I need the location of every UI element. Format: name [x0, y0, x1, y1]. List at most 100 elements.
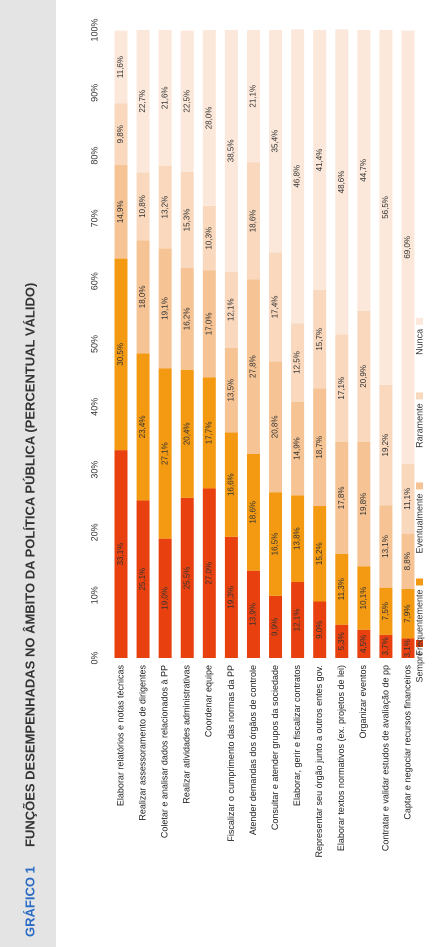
bar-segment — [379, 384, 393, 506]
bar-segment — [246, 162, 260, 280]
bar-segment — [202, 377, 216, 489]
legend-label: Frequentemente — [414, 589, 424, 655]
legend-label: Raramente — [414, 403, 424, 448]
bar-segment — [202, 205, 216, 271]
category-label: Coordenar equipe — [204, 665, 214, 737]
value-label: 41,4% — [315, 149, 324, 172]
legend-swatch — [416, 482, 423, 490]
value-label: 19,1% — [160, 297, 169, 320]
bar-segment — [224, 347, 238, 433]
value-label: 13,2% — [160, 196, 169, 219]
category-label: Realizar atividades administrativas — [182, 665, 192, 804]
bar-segment — [335, 29, 349, 335]
bar-segment — [313, 506, 327, 602]
bar-segment — [224, 432, 238, 537]
y-tick-label: 20% — [89, 523, 99, 541]
bar-segment — [180, 497, 194, 658]
bar-segment — [335, 624, 349, 658]
bar-segment — [313, 30, 327, 290]
value-label: 17,7% — [204, 422, 213, 445]
bar-segment — [379, 587, 393, 635]
bar-segment — [401, 30, 415, 464]
y-tick-label: 10% — [89, 586, 99, 604]
y-tick-label: 60% — [89, 272, 99, 290]
bar-segment — [158, 538, 172, 658]
value-label: 16,6% — [226, 473, 235, 496]
value-label: 18,6% — [249, 501, 258, 524]
bar-segment — [136, 500, 150, 658]
value-label: 30,5% — [116, 343, 125, 366]
bar-segment — [114, 450, 128, 658]
bar-segment — [401, 463, 415, 534]
bar-segment — [313, 289, 327, 389]
value-label: 15,2% — [315, 542, 324, 565]
value-label: 13,1% — [381, 535, 390, 558]
category-label: Representar seu órgão junto a outros ent… — [314, 665, 324, 857]
value-label: 10,8% — [138, 195, 147, 218]
value-label: 7,9% — [403, 605, 412, 623]
value-label: 3,7% — [381, 637, 390, 655]
legend-label: Sempre — [414, 651, 424, 683]
figure-label: GRÁFICO 1 — [22, 866, 37, 937]
value-label: 13,5% — [226, 379, 235, 402]
legend-swatch — [416, 392, 423, 400]
value-label: 20,9% — [359, 365, 368, 388]
bar-segment — [357, 30, 371, 311]
bar-segment — [269, 30, 283, 253]
value-label: 22,5% — [182, 90, 191, 113]
y-tick-label: 40% — [89, 398, 99, 416]
bar-segment — [180, 171, 194, 269]
bar-segment — [291, 401, 305, 496]
legend-swatch — [416, 640, 423, 647]
bar-segment — [114, 30, 128, 104]
legend-label: Nunca — [414, 329, 424, 355]
bar-segment — [269, 492, 283, 596]
value-label: 16,2% — [182, 308, 191, 331]
bar-segment — [357, 310, 371, 442]
value-label: 19,3% — [226, 586, 235, 609]
value-label: 21,6% — [160, 86, 169, 109]
value-label: 33,1% — [116, 543, 125, 566]
value-label: 27,1% — [160, 442, 169, 465]
value-label: 12,5% — [293, 351, 302, 374]
value-label: 27,8% — [249, 355, 258, 378]
value-label: 9,0% — [315, 621, 324, 639]
legend-swatch — [416, 578, 423, 586]
value-label: 18,7% — [315, 436, 324, 459]
value-label: 25,5% — [182, 567, 191, 590]
value-label: 25,1% — [138, 568, 147, 591]
value-label: 28,0% — [204, 107, 213, 130]
y-tick-label: 0% — [89, 651, 99, 664]
bar-segment — [335, 553, 349, 625]
bar-segment — [401, 638, 415, 658]
value-label: 48,6% — [337, 171, 346, 194]
side-band — [0, 0, 56, 947]
bar-segment — [202, 488, 216, 658]
bar-segment — [202, 30, 216, 206]
bar-segment — [269, 252, 283, 362]
category-label: Organizar eventos — [358, 665, 368, 739]
bar-segment — [180, 369, 194, 498]
value-label: 17,0% — [204, 313, 213, 336]
bar-segment — [224, 536, 238, 658]
y-tick-label: 100% — [89, 18, 99, 41]
bar-segment — [291, 495, 305, 583]
value-label: 4,5% — [359, 635, 368, 653]
value-label: 13,8% — [293, 527, 302, 550]
value-label: 18,0% — [138, 286, 147, 309]
bar-segment — [158, 248, 172, 369]
bar-segment — [202, 270, 216, 378]
value-label: 15,3% — [182, 209, 191, 232]
bar-segment — [114, 103, 128, 166]
category-label: Realizar assessoramento de dirigentes — [137, 665, 147, 821]
bar-segment — [246, 279, 260, 454]
bar-segment — [246, 453, 260, 571]
bar-segment — [335, 334, 349, 442]
value-label: 19,2% — [381, 434, 390, 457]
bar-segment — [357, 629, 371, 658]
y-tick-label: 80% — [89, 147, 99, 165]
chart-title: FUNÇÕES DESEMPENHADAS NO ÂMBITO DA POLÍT… — [22, 283, 37, 847]
value-label: 27,0% — [204, 562, 213, 585]
value-label: 13,9% — [249, 603, 258, 626]
